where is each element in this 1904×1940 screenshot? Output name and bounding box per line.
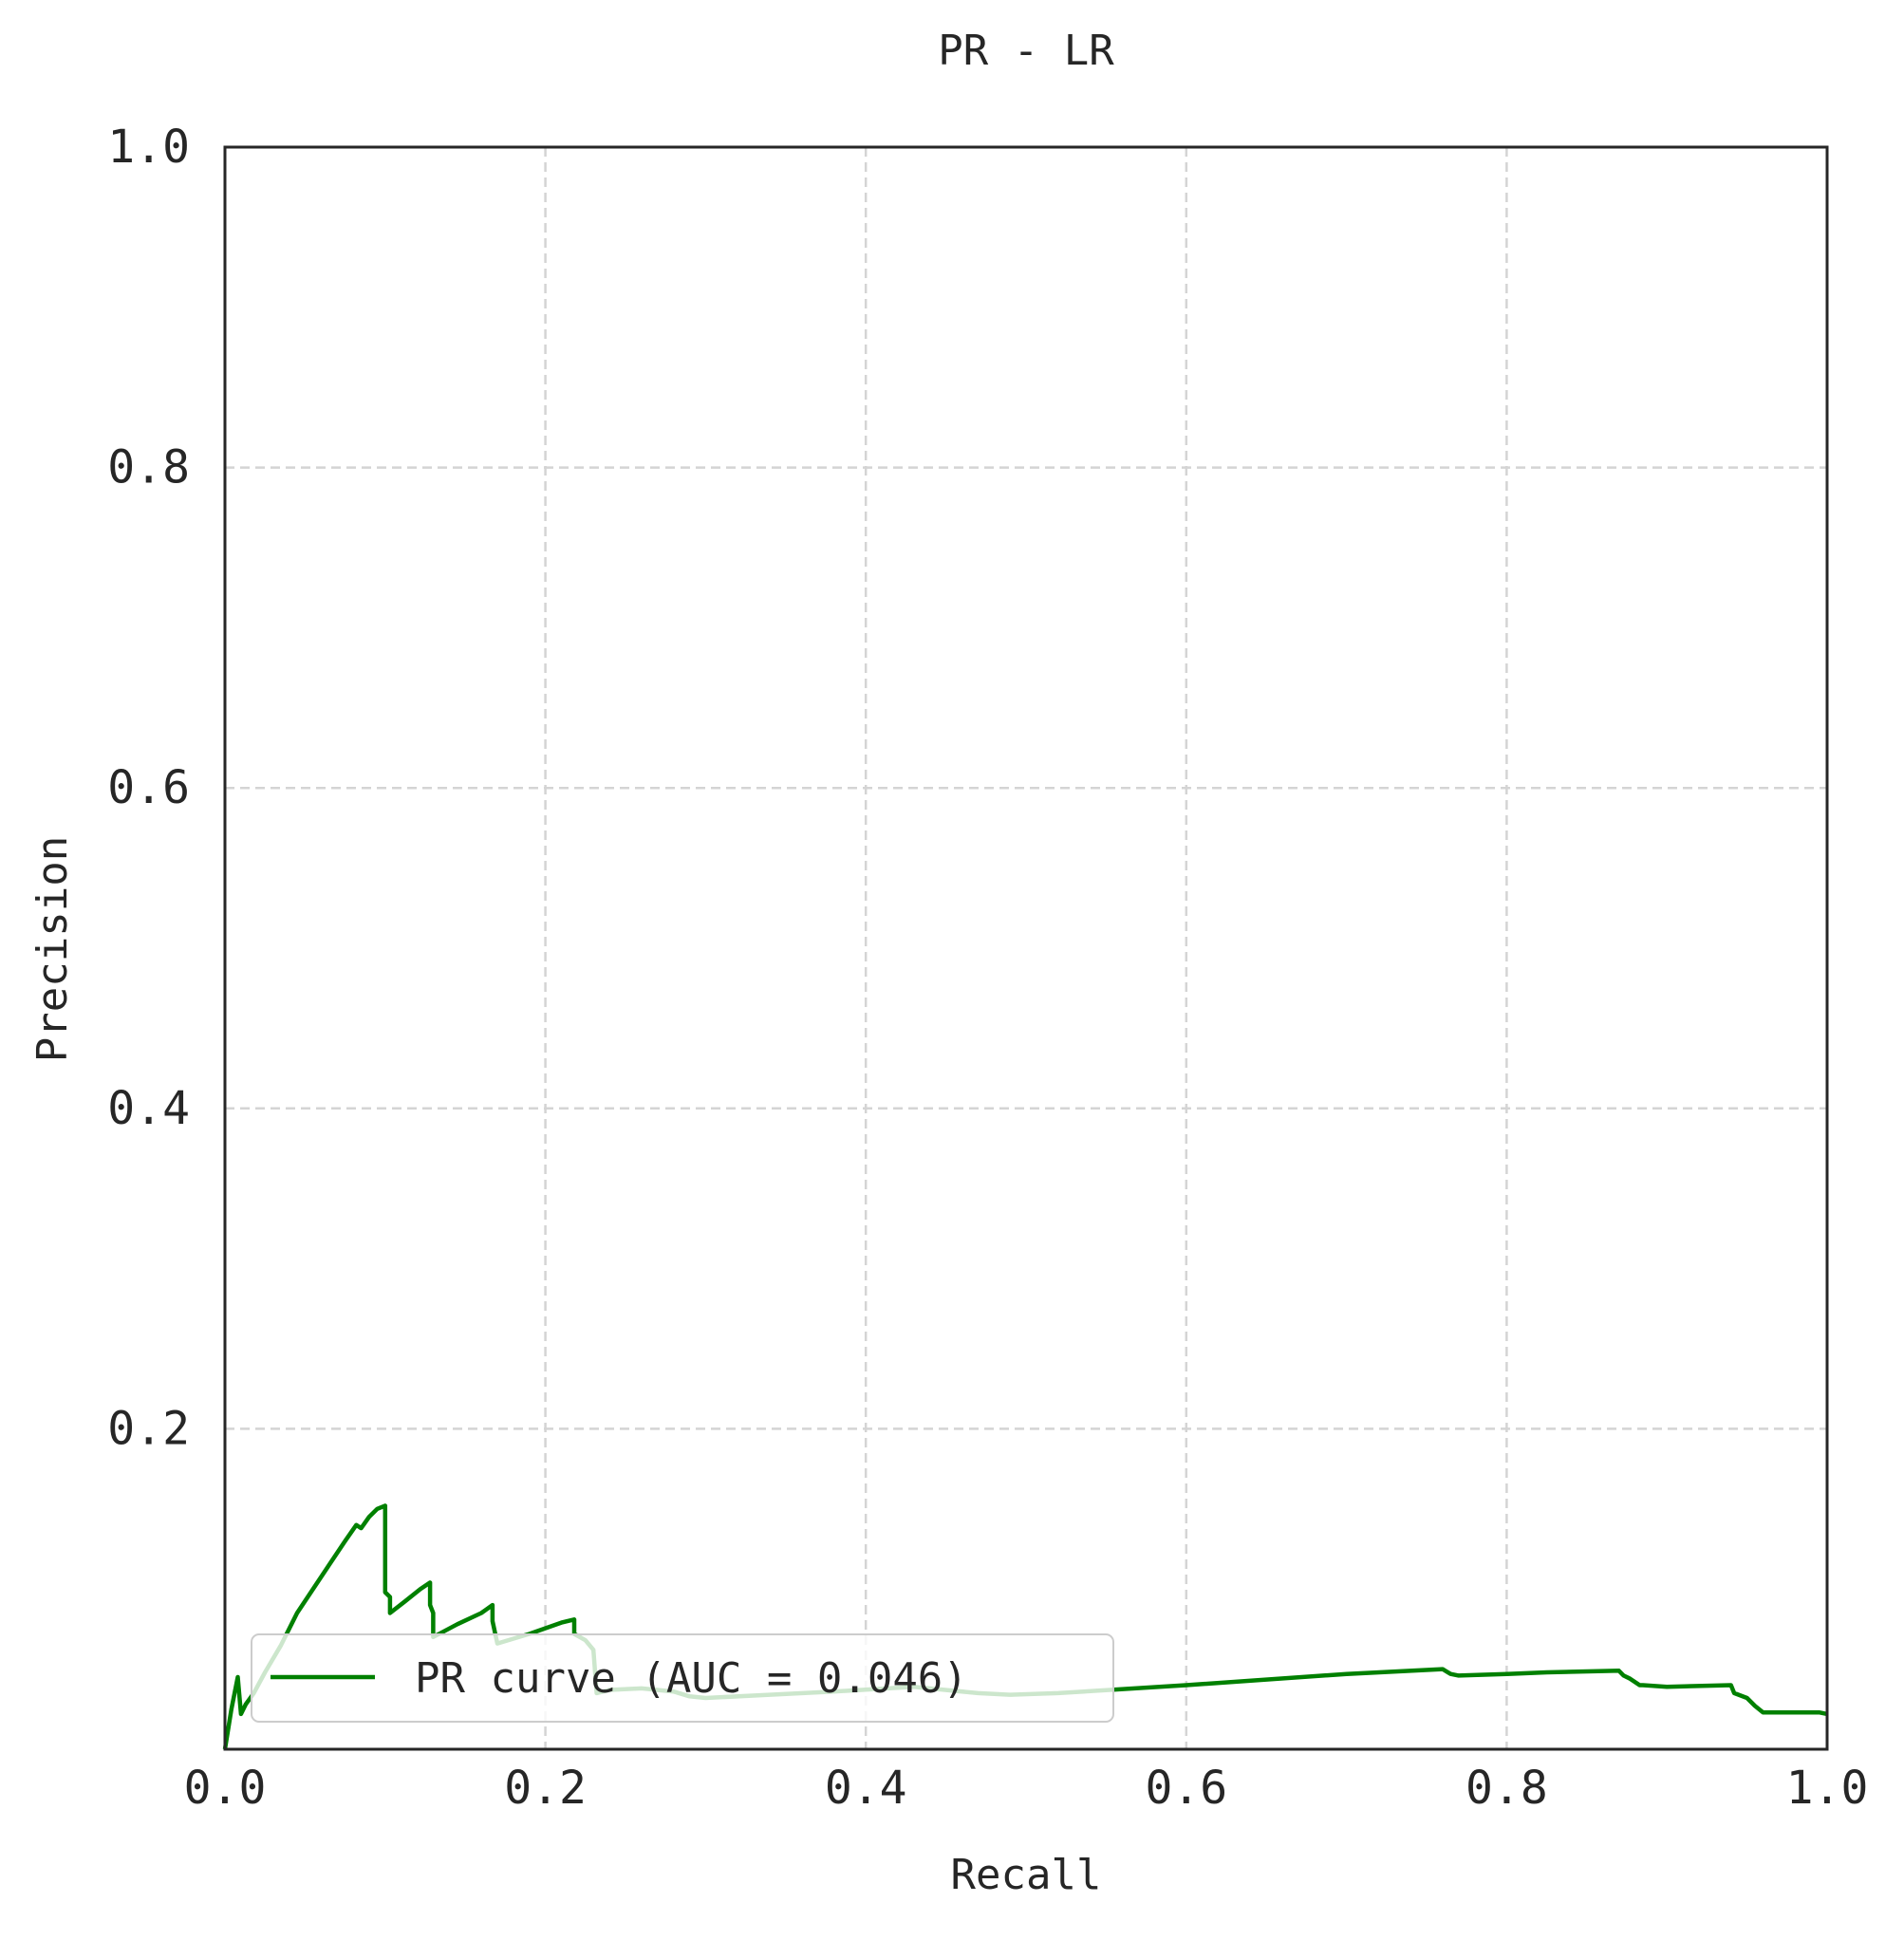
x-tick-label: 0.6 [1145, 1762, 1227, 1815]
y-tick-label: 0.6 [107, 761, 190, 814]
plot-area [225, 147, 1827, 1749]
y-tick-label: 1.0 [107, 121, 190, 174]
x-tick-label: 0.4 [825, 1762, 907, 1815]
x-tick-label: 0.2 [504, 1762, 587, 1815]
tick-labels: 0.0 0.2 0.4 0.6 0.8 1.0 0.2 0.4 0.6 0.8 1.0 [107, 121, 1868, 1815]
x-tick-label: 0.8 [1465, 1762, 1548, 1815]
legend-label: PR curve (AUC = 0.046) [415, 1654, 968, 1703]
grid-lines [225, 147, 1827, 1749]
plot-frame [223, 145, 1829, 1751]
x-axis-label: Recall [951, 1851, 1102, 1899]
legend-box [251, 1633, 1114, 1723]
y-tick-label: 0.2 [107, 1402, 190, 1455]
y-axis-label: Precision [28, 836, 77, 1062]
chart-title: PR - LR [938, 27, 1114, 75]
y-tick-label: 0.8 [107, 441, 190, 494]
legend: PR curve (AUC = 0.046) [251, 1633, 1114, 1723]
x-tick-label: 0.0 [184, 1762, 267, 1815]
x-tick-label: 1.0 [1786, 1762, 1869, 1815]
y-tick-label: 0.4 [107, 1082, 190, 1135]
